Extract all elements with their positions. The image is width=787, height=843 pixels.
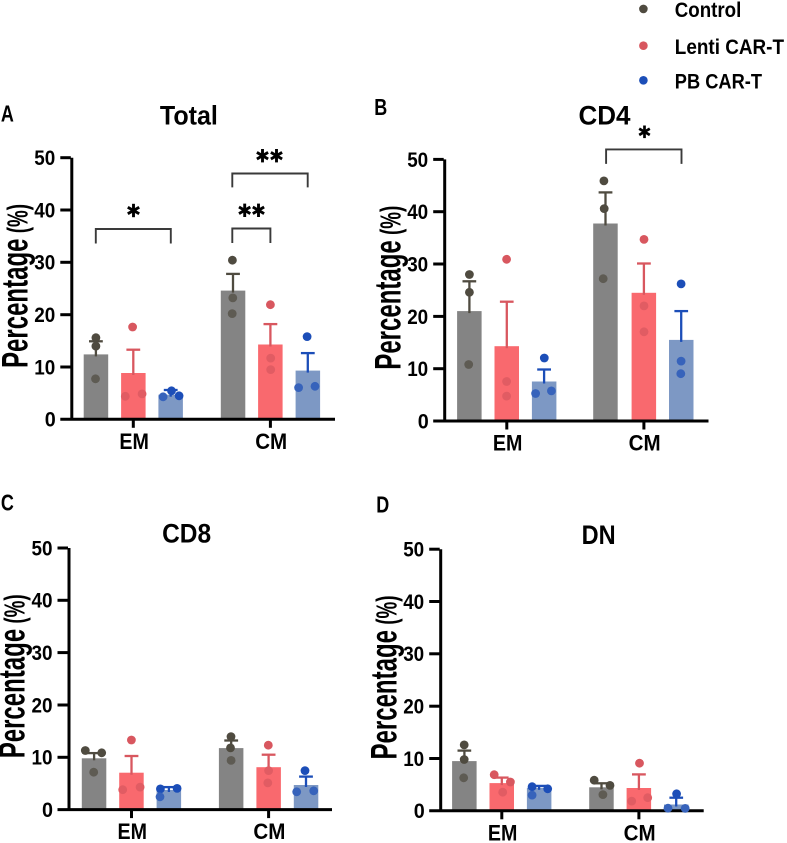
svg-text:50: 50 bbox=[403, 538, 424, 562]
svg-text:10: 10 bbox=[34, 355, 55, 379]
svg-text:50: 50 bbox=[34, 146, 55, 170]
svg-text:30: 30 bbox=[407, 252, 428, 276]
svg-text:40: 40 bbox=[403, 590, 424, 614]
svg-text:CM: CM bbox=[624, 820, 656, 843]
svg-text:40: 40 bbox=[407, 200, 428, 224]
svg-text:Control: Control bbox=[675, 0, 742, 22]
svg-text:20: 20 bbox=[34, 303, 55, 327]
svg-text:DN: DN bbox=[582, 520, 616, 550]
svg-text:CM: CM bbox=[253, 819, 285, 843]
svg-text:40: 40 bbox=[32, 589, 53, 613]
svg-text:10: 10 bbox=[32, 746, 53, 770]
svg-text:20: 20 bbox=[407, 305, 428, 329]
svg-text:PB CAR-T: PB CAR-T bbox=[675, 70, 762, 94]
svg-text:10: 10 bbox=[403, 747, 424, 771]
svg-text:30: 30 bbox=[32, 641, 53, 665]
svg-text:30: 30 bbox=[403, 642, 424, 666]
svg-text:30: 30 bbox=[34, 251, 55, 275]
svg-text:40: 40 bbox=[34, 198, 55, 222]
svg-text:CD8: CD8 bbox=[162, 518, 211, 548]
svg-text:EM: EM bbox=[488, 820, 518, 843]
svg-text:20: 20 bbox=[403, 695, 424, 719]
svg-text:Percentage (%): Percentage (%) bbox=[0, 594, 33, 758]
svg-text:0: 0 bbox=[418, 409, 429, 433]
svg-text:CM: CM bbox=[255, 429, 287, 454]
svg-text:20: 20 bbox=[32, 693, 53, 717]
svg-text:EM: EM bbox=[119, 429, 149, 454]
svg-text:D: D bbox=[376, 491, 389, 517]
svg-text:EM: EM bbox=[493, 431, 523, 456]
svg-text:B: B bbox=[374, 94, 387, 120]
svg-text:A: A bbox=[1, 100, 14, 126]
svg-text:0: 0 bbox=[42, 798, 53, 822]
svg-text:Lenti CAR-T: Lenti CAR-T bbox=[675, 35, 784, 59]
svg-text:50: 50 bbox=[407, 148, 428, 172]
svg-text:C: C bbox=[1, 489, 14, 515]
svg-text:EM: EM bbox=[118, 819, 148, 843]
svg-text:10: 10 bbox=[407, 357, 428, 381]
svg-text:Percentage (%): Percentage (%) bbox=[0, 204, 36, 368]
svg-text:0: 0 bbox=[45, 408, 56, 432]
svg-text:CD4: CD4 bbox=[579, 100, 631, 130]
svg-text:0: 0 bbox=[414, 799, 425, 823]
svg-text:50: 50 bbox=[32, 536, 53, 560]
svg-text:CM: CM bbox=[629, 431, 661, 456]
svg-text:Total: Total bbox=[160, 100, 218, 130]
